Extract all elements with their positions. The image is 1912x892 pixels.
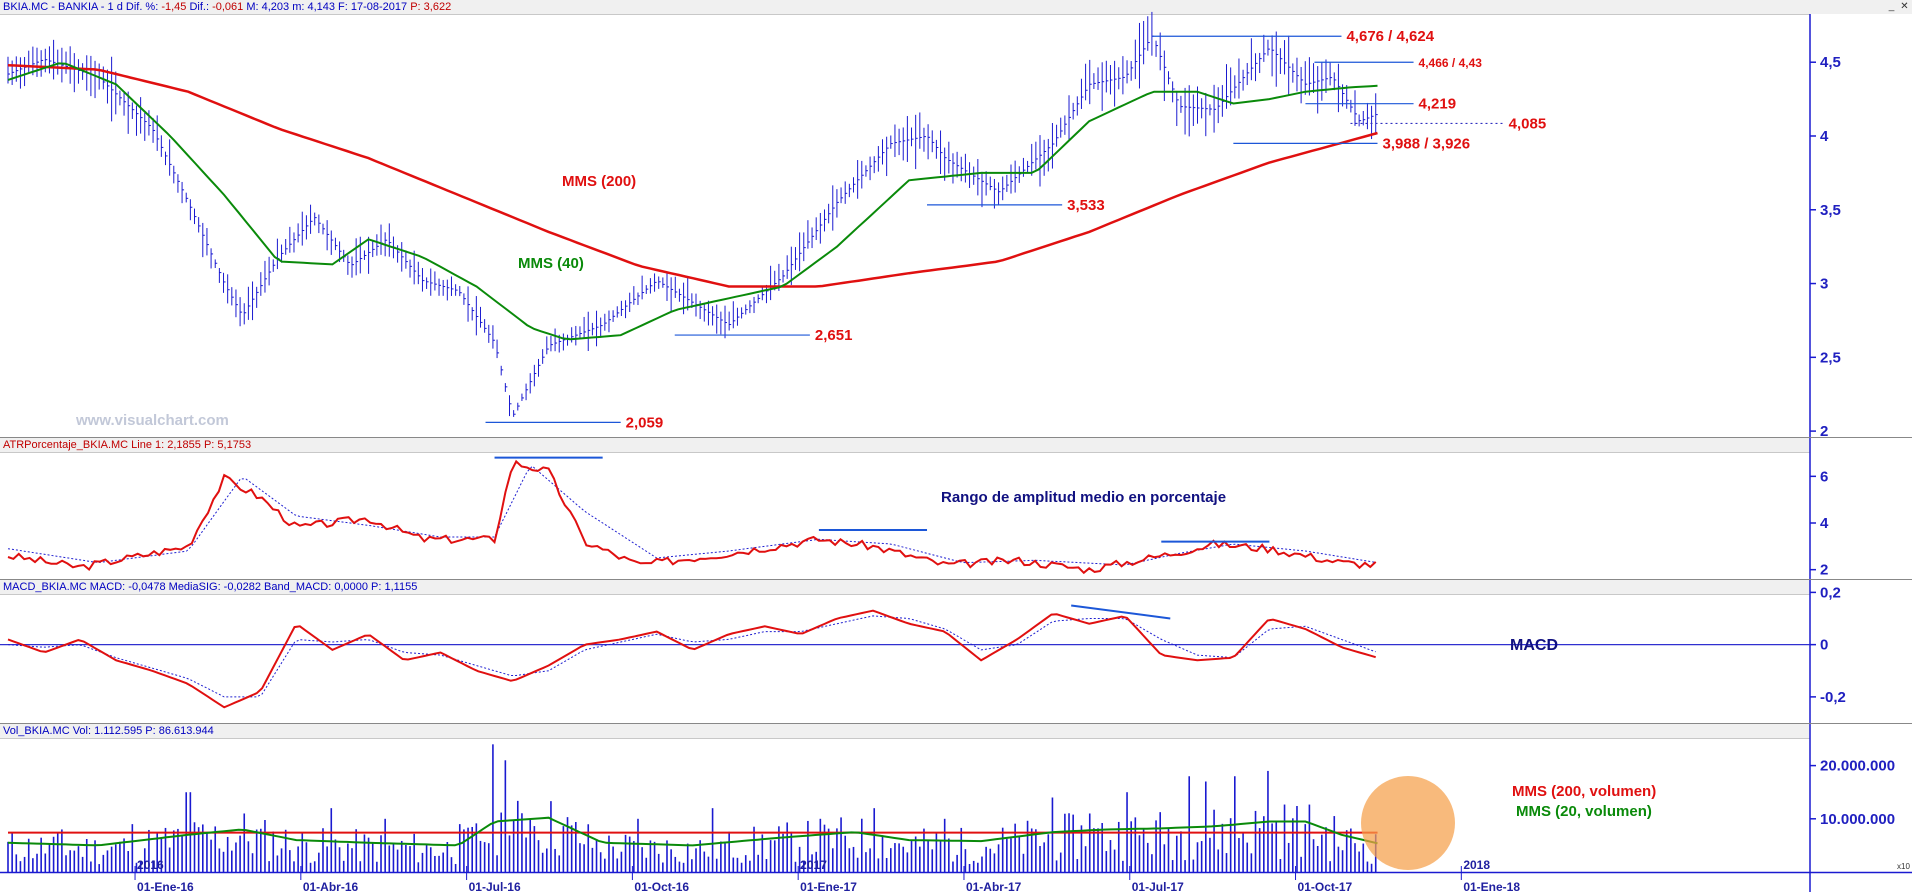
y-tick-label: 2 (1820, 423, 1828, 440)
y-tick-label: 3,5 (1820, 202, 1841, 219)
sma200-line (7, 63, 1378, 288)
atr-signal-line (7, 465, 1376, 566)
highlight-circle (1361, 776, 1455, 870)
x-tick-label: 01-Ene-16 (137, 880, 194, 892)
sma40-line (7, 62, 1378, 341)
level-label: 3,533 (1067, 197, 1105, 214)
year-label: 2017 (800, 858, 827, 872)
price-panel-header: BKIA.MC - BANKIA - 1 d Dif. %: -1,45 Dif… (0, 0, 1912, 15)
header-seg: P: 3,622 (410, 1, 452, 13)
close-icon[interactable]: ✕ (1900, 1, 1909, 12)
header-seg: MACD_BKIA.MC MACD: -0,0478 MediaSIG: -0,… (3, 581, 418, 593)
year-label: 2018 (1463, 858, 1490, 872)
y-tick-label: 4 (1820, 128, 1829, 145)
volume-header-text: Vol_BKIA.MC Vol: 1.112.595 P: 86.613.944 (3, 724, 214, 738)
y-tick-label: 6 (1820, 468, 1828, 485)
atr-panel (7, 456, 1377, 575)
level-label: 4,085 (1509, 115, 1547, 132)
atr-line (7, 459, 1377, 575)
y-tick-label: 2 (1820, 562, 1828, 579)
watermark: www.visualchart.com (75, 412, 229, 429)
level-label: 4,219 (1419, 96, 1457, 113)
vol20-label: MMS (20, volumen) (1516, 803, 1652, 820)
header-seg: -1,45 (161, 1, 187, 13)
header-seg: BKIA.MC - BANKIA - 1 d Dif. %: (3, 1, 162, 13)
minimize-icon[interactable]: _ (1888, 1, 1895, 12)
x-tick-label: 01-Jul-16 (469, 880, 521, 892)
y-tick-label: 0,2 (1820, 584, 1841, 601)
x-tick-label: 01-Ene-18 (1463, 880, 1520, 892)
level-label: 3,988 / 3,926 (1383, 135, 1471, 152)
y-tick-label: 4,5 (1820, 54, 1841, 71)
x-tick-label: 01-Jul-17 (1132, 880, 1184, 892)
vol200-label: MMS (200, volumen) (1512, 783, 1656, 800)
macd-trend-line (1071, 604, 1171, 620)
mms40-label: MMS (40) (518, 255, 584, 272)
y-tick-label: 4 (1820, 515, 1829, 532)
level-label: 2,651 (815, 327, 853, 344)
header-seg: Vol_BKIA.MC Vol: 1.112.595 P: 86.613.944 (3, 725, 214, 737)
volume-panel (7, 744, 1455, 872)
header-seg: Dif.: (186, 1, 213, 13)
atr-note: Rango de amplitud medio en porcentaje (941, 489, 1226, 506)
y-tick-label: 20.000.000 (1820, 758, 1895, 775)
header-seg: -0,061 (212, 1, 244, 13)
price-header-text: BKIA.MC - BANKIA - 1 d Dif. %: -1,45 Dif… (3, 0, 451, 14)
header-seg: P: 5,1753 (203, 439, 252, 451)
axes: 4,5 4 3,5 3 2,5 2 6 4 2 0,2 0 -0,2 20.000.000 10.000.… (0, 14, 1912, 892)
level-label: 4,676 / 4,624 (1346, 28, 1434, 45)
vol-sma20-line (7, 816, 1378, 847)
y-tick-label: 10.000.000 (1820, 811, 1895, 828)
macd-signal-line (7, 615, 1376, 698)
x-tick-label: 01-Ene-17 (800, 880, 857, 892)
macd-line (7, 609, 1376, 709)
atr-panel-header: ATRPorcentaje_BKIA.MC Line 1: 2,1855 P: … (0, 438, 1912, 453)
year-label: 2016 (137, 858, 164, 872)
level-label: 2,059 (626, 414, 664, 431)
macd-header-text: MACD_BKIA.MC MACD: -0,0478 MediaSIG: -0,… (3, 580, 417, 594)
atr-header-text: ATRPorcentaje_BKIA.MC Line 1: 2,1855 P: … (3, 438, 251, 452)
x-tick-label: 01-Oct-17 (1298, 880, 1353, 892)
x-tick-label: 01-Abr-16 (303, 880, 359, 892)
y-tick-label: 0 (1820, 637, 1828, 654)
volume-panel-header: Vol_BKIA.MC Vol: 1.112.595 P: 86.613.944… (0, 724, 1912, 739)
header-seg: ATRPorcentaje_BKIA.MC Line 1: 2,1855 (3, 439, 204, 451)
level-label: 4,466 / 4,43 (1419, 56, 1483, 70)
macd-note: MACD (1510, 637, 1558, 654)
macd-panel (0, 604, 1810, 709)
y-tick-label: -0,2 (1820, 689, 1846, 706)
x-tick-label: 01-Oct-16 (634, 880, 689, 892)
y-tick-label: 2,5 (1820, 349, 1841, 366)
x-tick-label: 01-Abr-17 (966, 880, 1022, 892)
price-panel: 4,676 / 4,624 4,466 / 4,43 4,219 4,085 3,988… (7, 11, 1547, 431)
x10-label: x10 (1897, 862, 1910, 871)
y-tick-label: 3 (1820, 276, 1828, 293)
mms200-label: MMS (200) (562, 173, 636, 190)
axis-background (1810, 14, 1912, 892)
header-seg: M: 4,203 m: 4,143 F: 17-08-2017 (243, 1, 411, 13)
